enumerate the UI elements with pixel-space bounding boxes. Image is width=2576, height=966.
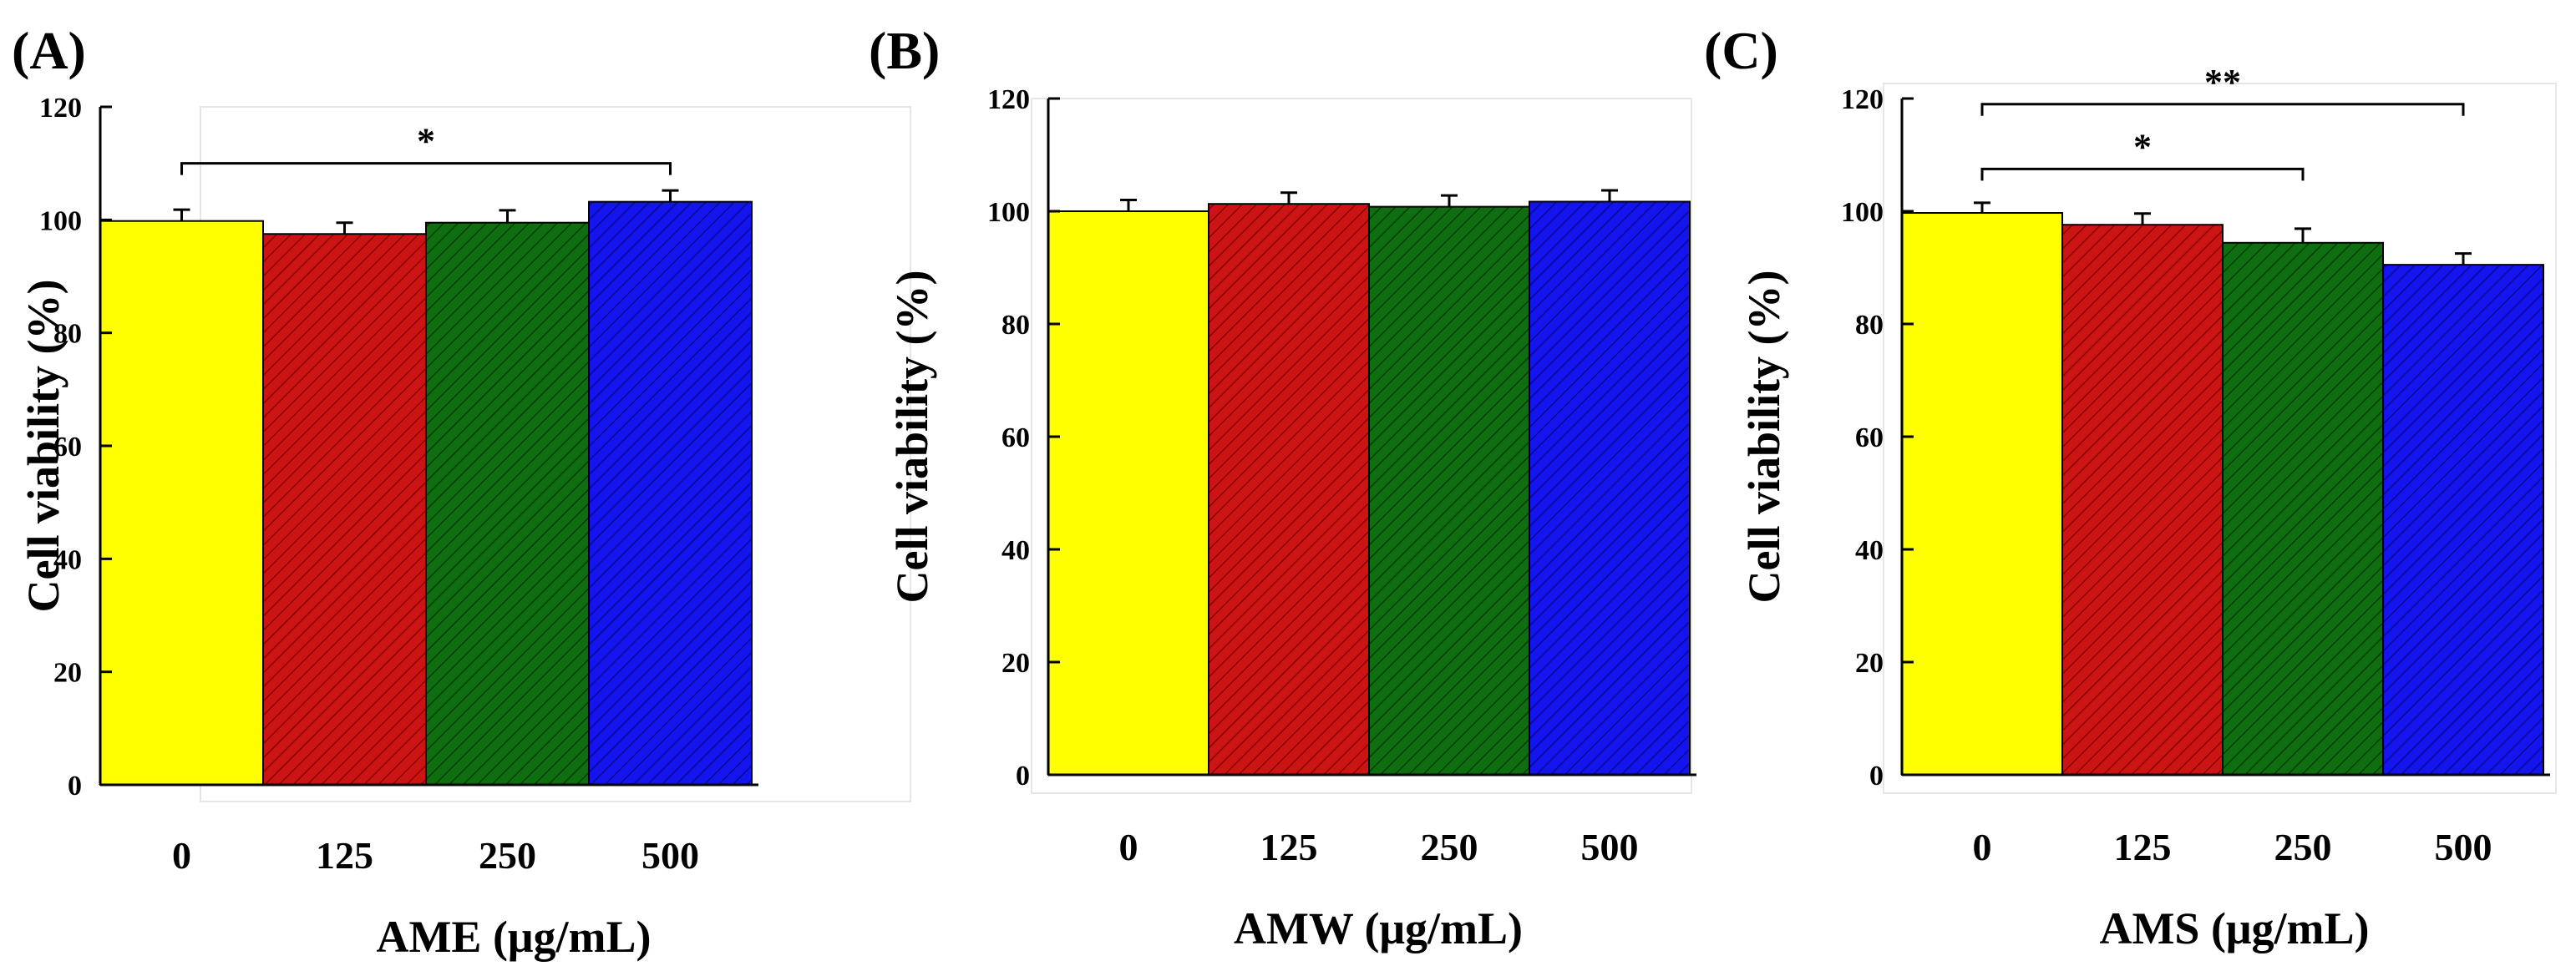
panel-b-bar-250 [1368,205,1530,776]
panel-a-bar-500 [588,200,753,786]
panel-b-y-tick-100: 100 [987,197,1030,228]
panel-b-y-tick-60: 60 [1001,422,1030,453]
panel-b-x-axis-title: AMW (μg/mL) [1234,903,1523,953]
panel-a-x-tick-250: 250 [479,834,536,877]
panel-a-y-tick-100: 100 [39,205,82,236]
panel-a-y-tick-80: 80 [53,319,82,350]
panel-a-bar-0 [99,220,264,786]
panel-a-x-tick-125: 125 [316,834,373,877]
panel-c-bar-125 [2061,224,2224,776]
panel-c-y-tick-80: 80 [1855,310,1884,341]
panel-b-y-tick-120: 120 [987,84,1030,115]
panel-a-bar-250 [425,221,590,786]
panel-a-bar-125 [262,233,427,786]
panel-c-y-tick-0: 0 [1869,761,1884,792]
panel-b-y-tick-0: 0 [1016,761,1030,792]
panel-b-x-tick-250: 250 [1421,826,1478,868]
panel-a-y-tick-120: 120 [39,93,82,124]
panel-c-y-tick-20: 20 [1855,648,1884,679]
panel-b-x-tick-0: 0 [1119,826,1138,868]
panel-b-label: (B) [869,21,940,80]
panel-b-x-tick-125: 125 [1260,826,1318,868]
panel-c-bar-250 [2222,241,2384,776]
panel-b-y-tick-20: 20 [1001,648,1030,679]
panel-a-x-tick-0: 0 [172,834,191,877]
panel-b-x-tick-500: 500 [1581,826,1639,868]
panel-c-sig-bracket-1 [1980,167,2305,181]
panel-a-x-axis-title: AME (μg/mL) [376,912,651,962]
panel-c-sig-label-1: * [2133,126,2152,167]
panel-b-bar-125 [1208,203,1370,776]
panel-b-y-tick-40: 40 [1001,535,1030,566]
panel-a-y-tick-20: 20 [53,658,82,689]
panel-a-y-tick-40: 40 [53,544,82,575]
panel-b-y-axis-title: Cell viability (%) [887,271,937,604]
panel-a-y-axis-title: Cell viability (%) [18,280,68,613]
panel-a-label: (A) [12,21,86,80]
panel-c-x-tick-250: 250 [2274,826,2332,868]
panel-b-bar-0 [1047,210,1209,776]
panel-c-sig-bracket-2 [1980,103,2465,116]
panel-c-bar-500 [2382,264,2544,776]
panel-a-y-tick-0: 0 [68,771,82,802]
panel-c-x-tick-0: 0 [1973,826,1992,868]
panel-c-x-tick-500: 500 [2435,826,2492,868]
panel-c-bar-0 [1901,212,2063,776]
panel-c-x-axis-title: AMS (μg/mL) [2099,903,2369,953]
panel-c-y-tick-100: 100 [1841,197,1884,228]
panel-c-sig-label-2: ** [2204,62,2241,103]
panel-a-y-tick-60: 60 [53,432,82,463]
panel-c-y-tick-120: 120 [1841,84,1884,115]
panel-c-label: (C) [1704,21,1778,80]
panel-c-y-tick-60: 60 [1855,422,1884,453]
panel-a-sig-bracket-1 [180,162,672,175]
panel-c-x-tick-125: 125 [2114,826,2172,868]
panel-c-y-tick-40: 40 [1855,535,1884,566]
panel-b-bar-500 [1529,200,1691,776]
panel-c-y-axis-title: Cell viability (%) [1739,271,1789,604]
panel-a-x-tick-500: 500 [641,834,699,877]
panel-b-frame [1031,98,1692,794]
panel-c-frame [1883,83,2557,794]
panel-a-sig-label-1: * [417,121,435,162]
panel-b-y-tick-80: 80 [1001,310,1030,341]
